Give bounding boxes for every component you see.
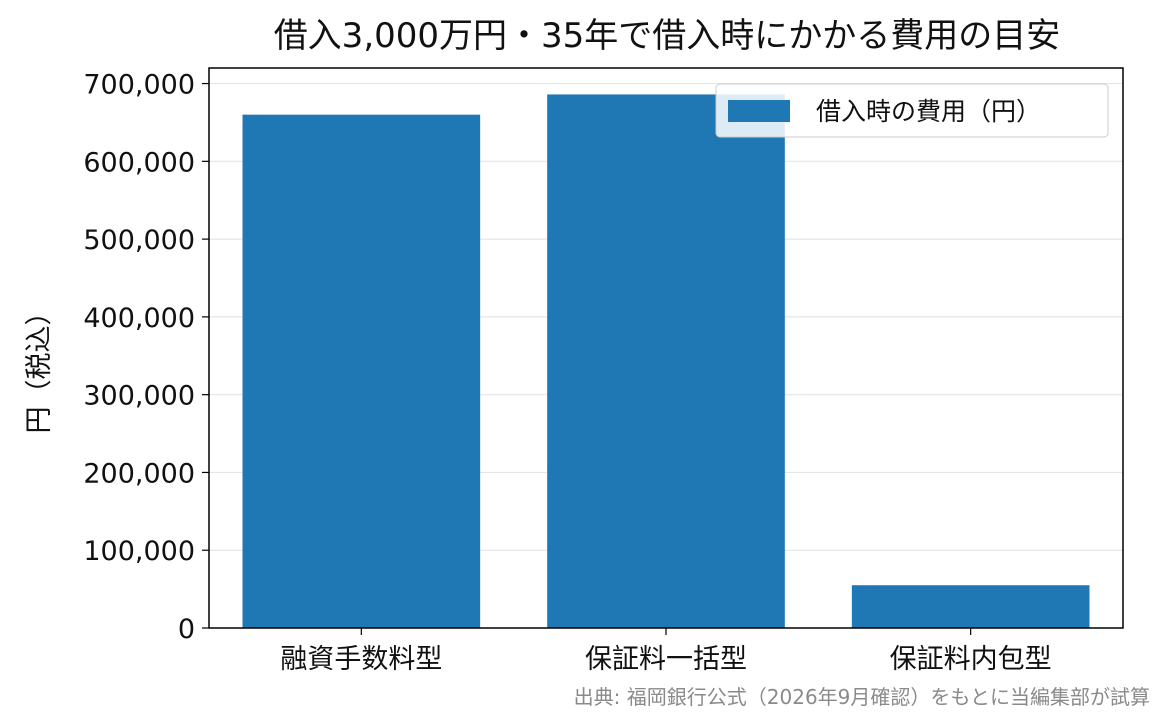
y-axis-ticks: 0 100,000 200,000 300,000 400,000 500,000 600,… xyxy=(83,70,209,645)
x-tick-label: 保証料一括型 xyxy=(585,644,747,675)
y-tick-label: 400,000 xyxy=(83,303,195,334)
x-tick-label: 保証料内包型 xyxy=(890,644,1052,675)
y-tick-label: 200,000 xyxy=(83,458,195,489)
y-tick-label: 300,000 xyxy=(83,381,195,412)
legend-box xyxy=(715,83,1109,138)
bar xyxy=(547,94,785,628)
y-tick-label: 100,000 xyxy=(83,536,195,567)
bars xyxy=(242,94,1090,628)
legend-swatch xyxy=(728,100,790,122)
y-tick-label: 600,000 xyxy=(83,147,195,178)
bar xyxy=(851,585,1090,628)
y-tick-label: 500,000 xyxy=(83,225,195,256)
legend-label: 借入時の費用（円） xyxy=(816,97,1041,126)
y-tick-label: 700,000 xyxy=(83,70,195,101)
bar xyxy=(242,114,481,628)
legend: 借入時の費用（円） xyxy=(715,83,1109,138)
y-axis-label: 円（税込） xyxy=(24,299,55,434)
chart-title: 借入3,000万円・35年で借入時にかかる費用の目安 xyxy=(274,16,1061,56)
x-tick-label: 融資手数料型 xyxy=(280,644,442,675)
y-tick-label: 0 xyxy=(178,614,195,645)
source-note: 出典: 福岡銀行公式（2026年9月確認）をもとに当編集部が試算 xyxy=(574,685,1150,709)
x-axis-ticks: 融資手数料型 保証料一括型 保証料内包型 xyxy=(280,628,1052,675)
